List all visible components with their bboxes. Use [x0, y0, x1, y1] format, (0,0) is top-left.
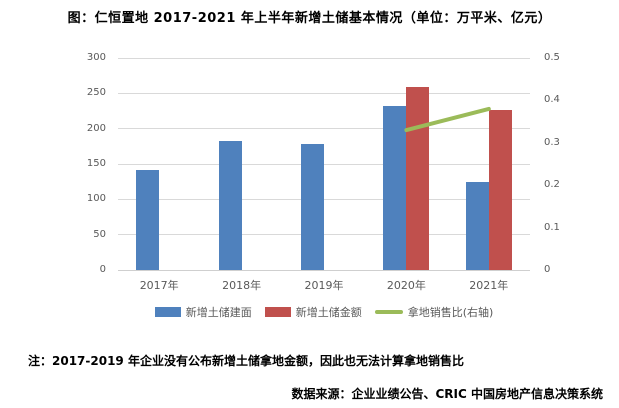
footnote: 注：2017-2019 年企业没有公布新增土储拿地金额，因此也无法计算拿地销售比: [28, 354, 464, 368]
left-axis-tick: 200: [86, 122, 106, 134]
x-axis-label: 2018年: [222, 279, 262, 292]
left-axis-tick: 150: [86, 158, 106, 169]
left-axis-tick: 0: [99, 264, 106, 275]
bar-land-area: [218, 140, 242, 270]
grid-line: [118, 92, 530, 94]
right-axis-tick: 0: [544, 264, 551, 275]
grid-line: [118, 128, 530, 130]
legend-line-swatch: [374, 310, 403, 314]
x-axis-label: 2021年: [469, 279, 509, 292]
legend-item: 新增土储建面: [154, 304, 252, 320]
legend-item: 新增土储金额: [264, 304, 362, 320]
bar-land-area: [465, 182, 489, 270]
bar-land-area: [383, 106, 407, 270]
x-axis-label: 2020年: [386, 279, 426, 292]
plot-area: [118, 57, 530, 271]
right-axis-tick: 0.4: [544, 94, 560, 106]
grid-line: [118, 234, 530, 236]
right-axis-tick: 0.2: [544, 179, 560, 191]
legend-bar-swatch: [264, 307, 291, 317]
right-axis-tick: 0.1: [544, 221, 560, 233]
legend-bar-swatch: [154, 307, 181, 317]
bar-land-area: [301, 144, 324, 270]
legend-label: 新增土储金额: [295, 306, 362, 319]
left-axis-tick: 250: [86, 87, 106, 99]
left-axis-tick: 50: [93, 228, 106, 240]
legend-label: 新增土储建面: [185, 306, 252, 319]
x-axis-label: 2017年: [139, 279, 179, 292]
bar-land-amount: [406, 86, 430, 270]
chart-title: 图：仁恒置地 2017-2021 年上半年新增土储基本情况（单位：万平米、亿元）: [67, 11, 552, 26]
x-axis-line: [118, 269, 530, 271]
ratio-line: [404, 106, 491, 133]
left-axis-tick: 300: [86, 52, 106, 63]
grid-line: [118, 57, 530, 59]
right-axis-tick: 0.3: [544, 136, 560, 148]
grid-line: [118, 198, 530, 200]
bar-land-amount: [488, 110, 512, 270]
data-source: 数据来源：企业业绩公告、CRIC 中国房地产信息决策系统: [291, 387, 604, 401]
right-axis-tick: 0.5: [544, 52, 560, 63]
legend-item: 拿地销售比(右轴): [374, 304, 494, 320]
legend-label: 拿地销售比(右轴): [407, 306, 494, 319]
grid-line: [118, 163, 530, 165]
legend: 新增土储建面 新增土储金额 拿地销售比(右轴): [118, 304, 530, 320]
bar-land-area: [136, 169, 160, 270]
left-axis-tick: 100: [86, 193, 106, 205]
x-axis-label: 2019年: [304, 279, 344, 292]
